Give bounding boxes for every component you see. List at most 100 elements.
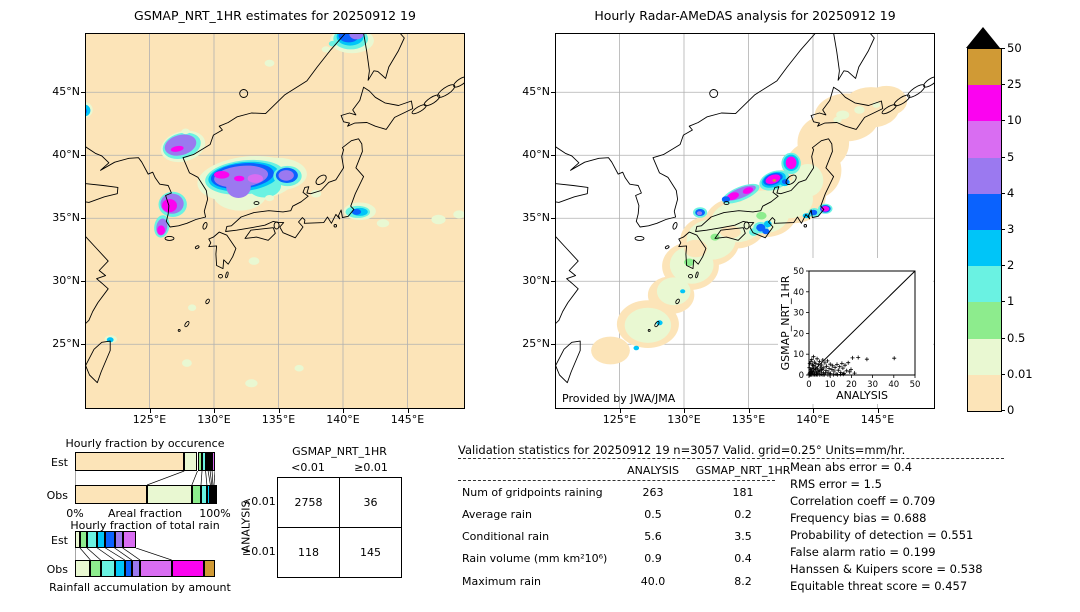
inset-y-tick-label: 30 [793, 309, 804, 319]
rain-cell-L0 [684, 239, 708, 258]
inset-background [778, 258, 933, 404]
bar-segment-L25 [204, 560, 215, 577]
colorbar-tick-mark [1001, 48, 1005, 49]
inset-x-tick-label: 50 [910, 380, 921, 390]
scatter-point [850, 355, 855, 360]
inset-x-tick-label: 10 [825, 380, 836, 390]
bar-segment-L5 [122, 531, 136, 548]
scatter-point [819, 368, 824, 372]
rain-cell-L10 [234, 175, 245, 182]
occurrence-axis-100: 100% [199, 507, 231, 520]
y-tick-label: 40°N [522, 148, 550, 162]
scatter-point [808, 359, 813, 364]
scatter-point [819, 363, 824, 367]
scatter-point [840, 366, 845, 371]
rain-cell-L0 [591, 336, 630, 365]
metric-row: Frequency bias = 0.688 [790, 511, 927, 525]
scatter-point [836, 368, 841, 373]
rain-cell-L001 [833, 116, 842, 123]
totalrain-title: Hourly fraction of total rain [70, 519, 220, 532]
colorbar-tick-mark [1001, 84, 1005, 86]
rain-cell-L001 [792, 164, 824, 197]
left-map-rain-cells [85, 33, 465, 388]
rain-cell-L2 [85, 104, 91, 117]
x-tick-mark [813, 409, 814, 413]
x-tick-mark [214, 409, 215, 413]
connector-line [200, 471, 203, 485]
rain-cell-L4 [278, 170, 294, 181]
y-tick-mark [81, 92, 85, 94]
metric-row: Hanssen & Kuipers score = 0.538 [790, 562, 983, 576]
connector-line [191, 471, 198, 485]
colorbar-tick-label: 2 [1007, 258, 1015, 273]
scatter-point [829, 367, 834, 372]
rain-cell-L10 [765, 174, 781, 185]
inset-y-tick-label: 20 [793, 329, 804, 339]
gsmap-precipitation-map [85, 33, 465, 409]
inset-y-tick-label: 40 [793, 288, 804, 298]
y-tick-mark [81, 344, 85, 346]
stats-row: Rain volume (mm km²10⁶) 0.9 0.4 [458, 552, 818, 566]
inset-y-tick-label: 50 [793, 267, 804, 277]
stats-row-gsmap-value: 3.5 [734, 530, 752, 543]
rain-cell-L001 [836, 110, 850, 120]
scatter-point [864, 357, 869, 362]
metric-row: Probability of detection = 0.551 [790, 528, 974, 542]
rain-cell-L3 [756, 223, 766, 232]
colorbar-segment-L5 [968, 121, 1001, 158]
rain-cell-L001 [264, 59, 275, 67]
bar-segment-L1 [100, 560, 115, 577]
connector-line [135, 548, 172, 560]
rain-cell-L001 [453, 210, 465, 219]
colorbar-tick-label: 4 [1007, 185, 1015, 200]
contingency-cell-01: 36 [339, 477, 402, 528]
bar-segment-L05 [80, 531, 87, 548]
occurrence-connectors [75, 471, 215, 485]
one-to-one-line [808, 270, 916, 376]
y-tick-label: 45°N [522, 85, 550, 99]
bar-segment-L3 [208, 452, 211, 471]
rain-cell-L001 [182, 359, 192, 367]
colorbar-tick-mark [1001, 120, 1005, 122]
rain-cell-L001 [656, 277, 691, 306]
occurrence-axis-title: Areal fraction [107, 507, 183, 520]
connector-line [86, 548, 101, 560]
left-map-background [85, 33, 465, 409]
colorbar-segment-L4 [968, 157, 1001, 194]
bar-segment-L2 [205, 452, 209, 471]
stats-row: Maximum rain 40.0 8.2 [458, 575, 818, 589]
scatter-point [820, 358, 825, 362]
totalrain-caption: Rainfall accumulation by amount [49, 581, 231, 594]
colorbar-tick-mark [1001, 301, 1005, 303]
stats-row: Num of gridpoints raining 263 181 [458, 486, 818, 500]
scatter-point [815, 356, 820, 361]
scatter-point [827, 366, 832, 371]
bar-segment-L4 [131, 560, 140, 577]
scatter-point [828, 362, 833, 367]
radar-amedas-map [555, 33, 935, 409]
stats-title-divider [458, 458, 1004, 459]
rain-cell-L001 [248, 257, 260, 265]
y-tick-label: 45°N [52, 85, 80, 99]
contingency-cell-11: 145 [339, 527, 402, 578]
stats-row-gsmap-value: 0.2 [734, 508, 752, 521]
occurrence-axis-0: 0% [66, 507, 84, 520]
y-tick-label: 35°N [522, 211, 550, 225]
rain-cell-L001 [294, 364, 304, 372]
bar-segment-L001 [184, 452, 198, 471]
stats-row-analysis-value: 0.9 [644, 552, 662, 565]
left-map-gridlines [85, 33, 465, 409]
y-tick-mark [81, 218, 85, 220]
scatter-point [816, 369, 821, 374]
stats-col-analysis: ANALYSIS [627, 464, 679, 477]
inset-scatter-plot: 00 10 10 20 20 30 30 40 40 50 50 ANALYSIS GSMAP_NR… [778, 258, 933, 404]
rain-cell-L10 [162, 199, 177, 213]
rain-cell-L2 [680, 289, 686, 294]
inset-axes-box [808, 270, 916, 376]
colorbar-tick-label: 50 [1007, 41, 1022, 55]
occurrence-obs-label: Obs [46, 489, 68, 502]
contingency-col-title: GSMAP_NRT_1HR [292, 445, 387, 458]
metric-row: False alarm ratio = 0.199 [790, 545, 936, 559]
inset-x-tick-label: 40 [888, 380, 899, 390]
y-tick-mark [81, 281, 85, 283]
